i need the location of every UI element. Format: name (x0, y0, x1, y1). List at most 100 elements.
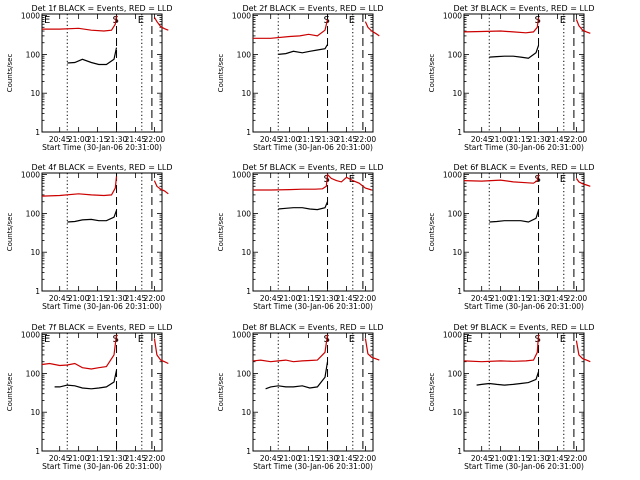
x-tick-label: 21:00 (68, 454, 90, 463)
y-tick-label: 1 (246, 287, 251, 296)
detector-panel: Det 3f BLACK = Events, RED = LLD 1 10 100 10… (428, 4, 595, 152)
events-series-line (489, 45, 540, 59)
x-tick-label: 21:45 (336, 135, 358, 144)
y-axis-label: Counts/sec (6, 213, 14, 252)
y-tick-label: 100 (237, 369, 252, 378)
lld-series-line (575, 340, 591, 363)
y-axis-label: Counts/sec (6, 373, 14, 412)
time-marker-label: E (138, 15, 144, 26)
x-axis-label: Start Time (30-Jan-06 20:31:00) (253, 462, 373, 471)
detector-panel: Det 4f BLACK = Events, RED = LLD 1 10 100 10… (6, 163, 173, 311)
x-tick-label: 21:15 (298, 294, 320, 303)
x-tick-label: 20:45 (49, 135, 71, 144)
y-tick-label: 10 (241, 89, 251, 98)
lld-series-line (153, 17, 169, 31)
x-tick-label: 21:45 (547, 135, 569, 144)
lld-series-line (253, 19, 329, 39)
y-tick-label: 1000 (443, 171, 462, 180)
x-tick-label: 20:45 (49, 454, 71, 463)
x-tick-label: 21:45 (125, 454, 147, 463)
y-tick-label: 100 (237, 50, 252, 59)
y-axis-label: Counts/sec (428, 373, 436, 412)
events-series-line (265, 361, 329, 390)
x-tick-label: 21:00 (279, 454, 301, 463)
x-tick-label: 21:45 (125, 294, 147, 303)
x-axis-label: Start Time (30-Jan-06 20:31:00) (464, 462, 584, 471)
events-series-line (278, 201, 329, 211)
time-marker-label: E (349, 15, 355, 26)
plot-frame (252, 13, 374, 133)
x-tick-label: 21:30 (317, 294, 339, 303)
corner-label: E (466, 334, 472, 345)
lld-series-line (364, 338, 380, 361)
x-tick-label: 21:00 (68, 294, 90, 303)
detector-panel: Det 8f BLACK = Events, RED = LLD 1 10 100 10… (217, 323, 384, 471)
time-marker-label: E (560, 334, 566, 345)
y-tick-label: 10 (241, 408, 251, 417)
lld-series-line (153, 338, 169, 365)
x-tick-label: 21:15 (87, 135, 109, 144)
panel-title: Det 7f BLACK = Events, RED = LLD (31, 323, 172, 332)
events-series-line (489, 210, 540, 223)
y-tick-label: 100 (448, 50, 463, 59)
x-tick-label: 21:45 (336, 454, 358, 463)
y-tick-label: 1000 (443, 12, 462, 21)
y-axis-label: Counts/sec (428, 213, 436, 252)
corner-label: E (44, 15, 50, 26)
lld-series-line (41, 334, 118, 370)
x-tick-label: 21:00 (490, 294, 512, 303)
y-tick-label: 100 (448, 369, 463, 378)
y-tick-label: 1 (246, 447, 251, 456)
x-tick-label: 21:15 (298, 454, 320, 463)
y-tick-label: 10 (30, 89, 40, 98)
x-tick-label: 21:00 (490, 135, 512, 144)
y-tick-label: 1000 (21, 12, 40, 21)
time-marker-label: E (349, 334, 355, 345)
y-axis-label: Counts/sec (217, 54, 225, 93)
x-tick-label: 20:45 (260, 294, 282, 303)
x-tick-label: 21:30 (528, 294, 550, 303)
y-tick-label: 1000 (232, 12, 251, 21)
x-axis-label: Start Time (30-Jan-06 20:31:00) (464, 302, 584, 311)
lld-series-line (42, 15, 118, 32)
x-tick-label: 21:30 (317, 135, 339, 144)
y-tick-label: 10 (30, 248, 40, 257)
plot-frame (41, 332, 163, 452)
y-tick-label: 1 (35, 128, 40, 137)
x-tick-label: 22:00 (355, 135, 377, 144)
detector-panel: Det 1f BLACK = Events, RED = LLD 1 10 100 10… (6, 4, 173, 152)
y-tick-label: 10 (452, 408, 462, 417)
plot-frame (463, 172, 585, 292)
x-tick-label: 21:30 (106, 135, 128, 144)
y-tick-label: 10 (452, 248, 462, 257)
lld-series-line (463, 17, 540, 34)
x-tick-label: 22:00 (144, 135, 166, 144)
x-tick-label: 22:00 (355, 294, 377, 303)
y-tick-label: 1000 (232, 331, 251, 340)
panel-title: Det 6f BLACK = Events, RED = LLD (453, 163, 594, 172)
lld-series-line (463, 334, 540, 363)
panel-title: Det 9f BLACK = Events, RED = LLD (453, 323, 594, 332)
y-tick-label: 100 (26, 369, 41, 378)
lld-series-line (575, 19, 591, 34)
x-tick-label: 21:15 (509, 454, 531, 463)
y-axis-label: Counts/sec (217, 373, 225, 412)
x-axis-label: Start Time (30-Jan-06 20:31:00) (42, 302, 162, 311)
lld-series-line (463, 174, 540, 184)
x-tick-label: 21:15 (87, 294, 109, 303)
detector-panel: Det 2f BLACK = Events, RED = LLD 1 10 100 10… (217, 4, 384, 152)
x-tick-label: 21:30 (528, 135, 550, 144)
panel-title: Det 8f BLACK = Events, RED = LLD (242, 323, 383, 332)
y-tick-label: 100 (26, 209, 41, 218)
time-marker-label: E (560, 174, 566, 185)
plot-frame (41, 13, 163, 133)
events-series-line (67, 210, 118, 223)
detector-panel: Det 5f BLACK = Events, RED = LLD 1 10 100 10… (217, 163, 384, 311)
y-tick-label: 1 (35, 447, 40, 456)
x-axis-label: Start Time (30-Jan-06 20:31:00) (253, 143, 373, 152)
panel-title: Det 4f BLACK = Events, RED = LLD (31, 163, 172, 172)
x-tick-label: 21:00 (279, 294, 301, 303)
y-tick-label: 1 (35, 287, 40, 296)
x-tick-label: 20:45 (471, 294, 493, 303)
events-series-line (476, 371, 540, 386)
